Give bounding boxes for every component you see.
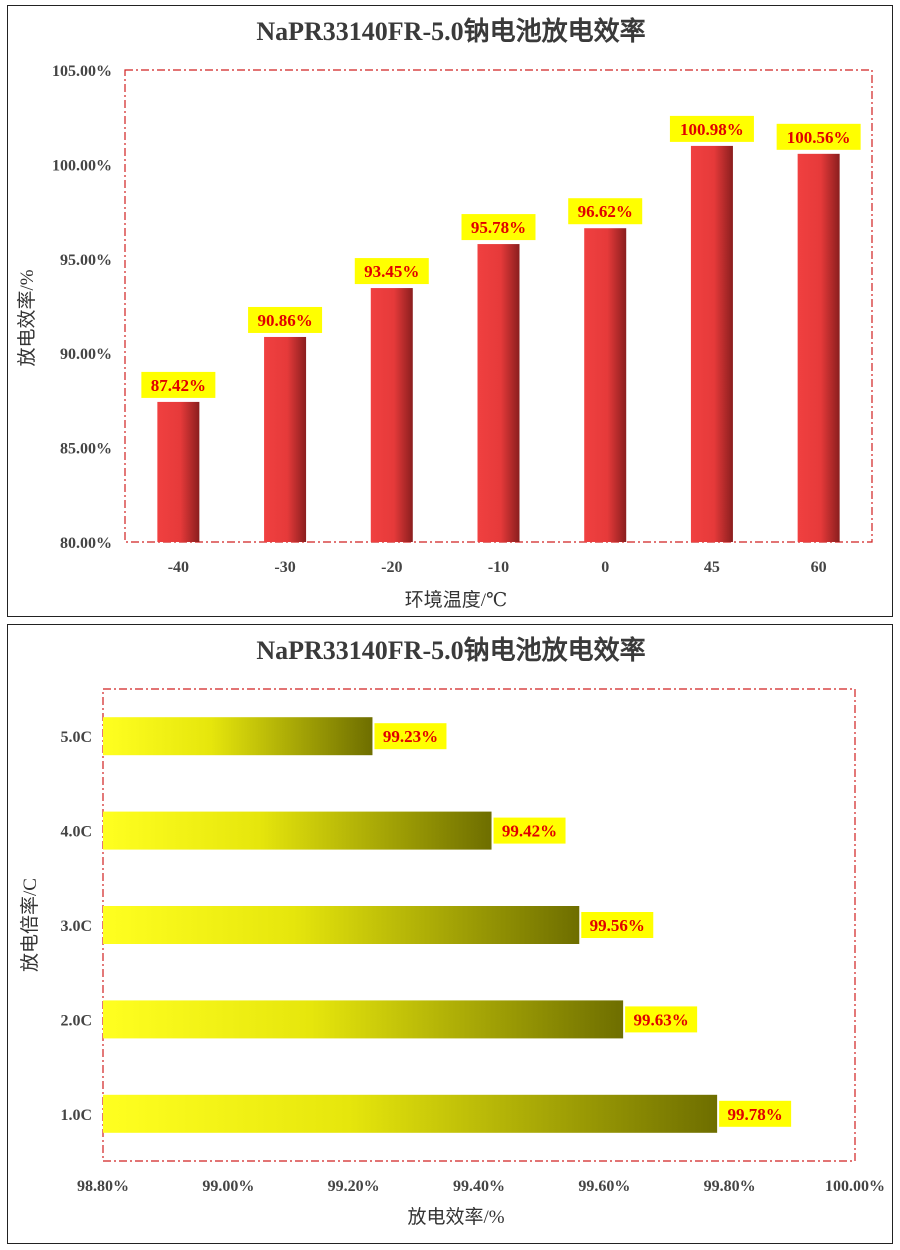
bar: [103, 1094, 718, 1133]
data-label: 87.42%: [151, 376, 206, 395]
bar: [477, 244, 520, 542]
data-label-bg: [719, 1100, 792, 1127]
data-label: 90.86%: [257, 311, 312, 330]
data-label-bg: [625, 1006, 698, 1033]
x-tick-label: -40: [168, 559, 189, 576]
data-label: 100.56%: [787, 128, 851, 147]
y-tick-label: 4.0C: [60, 824, 92, 841]
data-label: 93.45%: [364, 262, 419, 281]
bar: [690, 145, 733, 543]
y-tick-label: 3.0C: [60, 918, 92, 935]
chart-title: NaPR33140FR-5.0钠电池放电效率: [256, 16, 645, 46]
bar: [370, 288, 413, 542]
y-tick-label: 80.00%: [60, 535, 112, 552]
x-tick-label: 99.00%: [202, 1178, 254, 1195]
x-tick-label: -30: [274, 559, 295, 576]
data-label-bg: [141, 371, 216, 398]
bar: [103, 906, 580, 944]
data-label-bg: [461, 214, 536, 241]
data-label-bg: [248, 306, 323, 333]
data-label: 99.78%: [728, 1105, 783, 1124]
x-tick-label: 100.00%: [825, 1178, 885, 1195]
data-label: 95.78%: [471, 218, 526, 237]
data-label-bg: [669, 115, 754, 142]
bar-chart-temperature: NaPR33140FR-5.0钠电池放电效率 放电效率/% 环境温度/℃ 80.…: [16, 16, 873, 611]
data-label-bg: [354, 258, 429, 285]
x-tick-label: 60: [811, 559, 827, 576]
y-tick-label: 5.0C: [60, 729, 92, 746]
bar: [157, 401, 200, 542]
bar: [797, 153, 840, 542]
y-tick-label: 90.00%: [60, 346, 112, 363]
y-axis-label: 放电倍率/C: [19, 878, 41, 972]
data-label: 100.98%: [680, 120, 744, 139]
data-label-bg: [776, 123, 861, 150]
data-label: 99.56%: [590, 916, 645, 935]
x-tick-label: -10: [488, 559, 509, 576]
x-tick-label: 99.60%: [578, 1178, 630, 1195]
x-axis-label: 放电效率/%: [407, 1206, 504, 1228]
y-tick-label: 105.00%: [52, 63, 112, 80]
data-label-bg: [374, 723, 447, 750]
x-tick-label: 45: [704, 559, 720, 576]
data-label: 99.23%: [383, 727, 438, 746]
y-tick-label: 100.00%: [52, 157, 112, 174]
x-tick-label: 99.80%: [704, 1178, 756, 1195]
x-tick-label: 99.40%: [453, 1178, 505, 1195]
x-tick-label: -20: [381, 559, 402, 576]
chart-panel-bottom: NaPR33140FR-5.0钠电池放电效率 放电倍率/C 放电效率/% 5.0…: [7, 624, 893, 1244]
bar: [103, 811, 492, 850]
chart-panel-top: NaPR33140FR-5.0钠电池放电效率 放电效率/% 环境温度/℃ 80.…: [7, 5, 893, 617]
x-axis-label: 环境温度/℃: [405, 589, 508, 611]
data-label: 99.63%: [634, 1010, 689, 1029]
x-tick-label: 0: [601, 559, 609, 576]
bar: [103, 1000, 624, 1039]
y-tick-label: 1.0C: [60, 1107, 92, 1124]
bar: [584, 228, 627, 542]
bar: [264, 336, 307, 542]
x-tick-label: 98.80%: [77, 1178, 129, 1195]
data-label-bg: [581, 912, 654, 938]
data-label: 99.42%: [502, 822, 557, 841]
chart-title: NaPR33140FR-5.0钠电池放电效率: [256, 635, 645, 665]
data-label: 96.62%: [578, 202, 633, 221]
data-label-bg: [568, 198, 643, 225]
y-tick-label: 85.00%: [60, 441, 112, 458]
y-tick-label: 95.00%: [60, 252, 112, 269]
y-tick-label: 2.0C: [60, 1012, 92, 1029]
bar-chart-rate: NaPR33140FR-5.0钠电池放电效率 放电倍率/C 放电效率/% 5.0…: [19, 635, 885, 1228]
plot-area-border: [124, 69, 873, 543]
data-label-bg: [493, 817, 566, 844]
bar: [103, 717, 373, 756]
y-axis-label: 放电效率/%: [16, 269, 38, 366]
x-tick-label: 99.20%: [328, 1178, 380, 1195]
